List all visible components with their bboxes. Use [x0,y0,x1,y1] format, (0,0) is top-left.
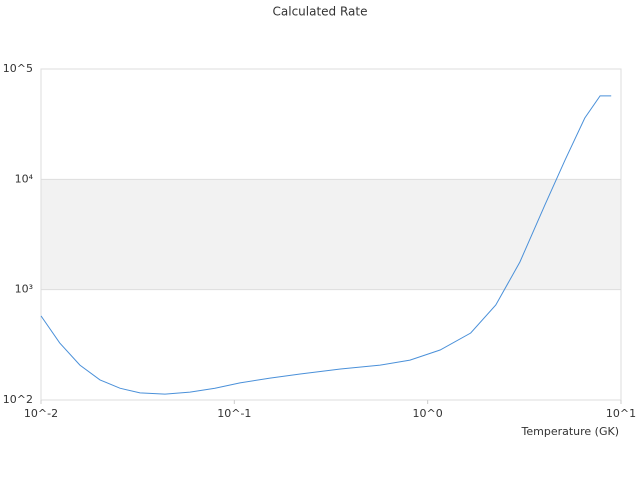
series-line [40,95,612,395]
x-tick-label: 10^1 [606,407,636,420]
chart-title: Calculated Rate [273,5,368,19]
grid-band [41,179,621,290]
y-tick-label: 10^2 [3,393,33,406]
y-tick-label: 10⁴ [15,172,34,185]
x-axis-label: Temperature (GK) [521,425,620,438]
x-tick-label: 10^-2 [24,407,58,420]
x-tick-label: 10^0 [413,407,443,420]
y-tick-label: 10³ [15,283,33,296]
y-tick-label: 10^5 [3,62,33,75]
x-tick-label: 10^-1 [217,407,251,420]
